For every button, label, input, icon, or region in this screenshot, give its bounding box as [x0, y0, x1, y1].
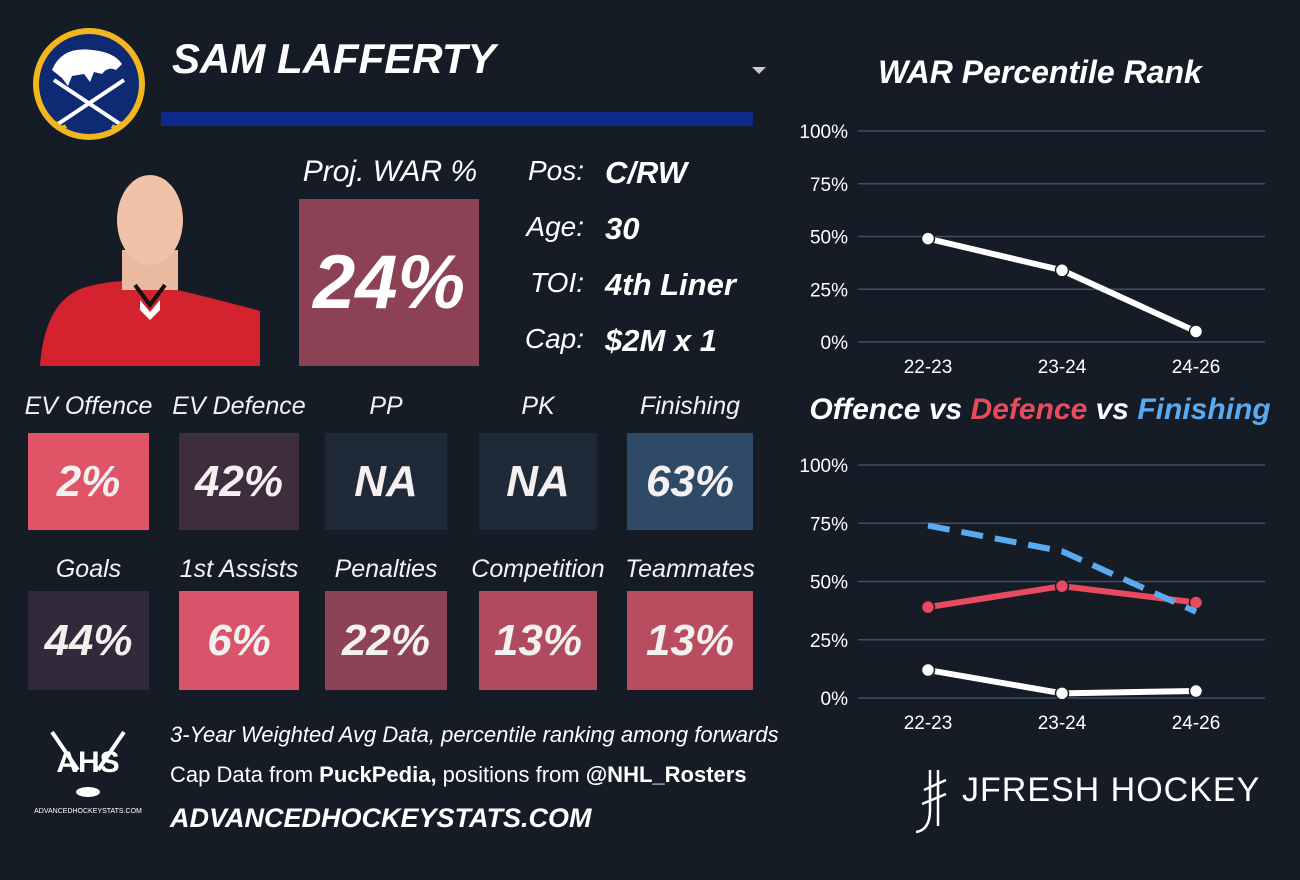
tile-value: 2%: [28, 433, 149, 530]
tile-label: Teammates: [625, 555, 755, 583]
footer-line1: 3-Year Weighted Avg Data, percentile ran…: [170, 722, 779, 747]
y-tick-label: 50%: [810, 228, 848, 249]
y-tick-label: 50%: [810, 573, 848, 594]
footer-link: @NHL_Rosters: [585, 762, 747, 787]
chart-title: WAR Percentile Rank: [878, 54, 1204, 90]
brand: JFRESH HOCKEY: [962, 771, 1260, 809]
info-value: C/RW: [605, 155, 688, 190]
info-label: Cap:: [524, 323, 584, 354]
point: [1054, 578, 1070, 594]
tile-value: 44%: [28, 591, 149, 690]
x-tick-label: 22-23: [904, 357, 953, 378]
tile-label: EV Offence: [24, 392, 153, 420]
y-tick-label: 25%: [810, 280, 848, 301]
tile-label: EV Defence: [172, 392, 306, 420]
info-label: Pos:: [527, 155, 584, 186]
footer-link: PuckPedia,: [319, 762, 437, 787]
y-tick-label: 100%: [799, 122, 848, 143]
x-tick-label: 23-24: [1038, 357, 1087, 378]
point: [1188, 324, 1204, 339]
tile-label: 1st Assists: [179, 555, 299, 583]
x-tick-label: 22-23: [904, 713, 953, 734]
point: [920, 599, 936, 615]
point: [1188, 683, 1204, 699]
tile-value: 22%: [325, 591, 447, 690]
tile-label: PK: [521, 392, 555, 420]
footer-text: positions from: [436, 762, 586, 787]
proj-war-value: 24%: [299, 199, 479, 366]
legend-separator: vs: [1087, 393, 1137, 426]
point: [920, 231, 936, 246]
tile-value: 6%: [179, 591, 299, 690]
legend: Offence vs Defence vs Finishing: [809, 393, 1270, 426]
tile-value: 13%: [627, 591, 753, 690]
point: [920, 662, 936, 678]
tile-label: Competition: [471, 555, 605, 583]
tile-value: 42%: [179, 433, 299, 530]
tile-label: Goals: [55, 555, 122, 583]
info-label: TOI:: [530, 267, 584, 298]
ahs-logo-sub: ADVANCEDHOCKEYSTATS.COM: [34, 808, 142, 815]
x-tick-label: 23-24: [1038, 713, 1087, 734]
tile-label: Penalties: [334, 555, 438, 583]
legend-entry: Finishing: [1137, 393, 1270, 426]
line-series: [927, 522, 1198, 615]
footer-site: ADVANCEDHOCKEYSTATS.COM: [170, 803, 592, 833]
y-tick-label: 0%: [821, 689, 849, 710]
ahs-logo-text: AHS: [56, 746, 119, 779]
info-value: 30: [605, 211, 640, 246]
info-value: $2M x 1: [605, 323, 718, 358]
y-tick-label: 25%: [810, 631, 848, 652]
y-tick-label: 100%: [799, 456, 848, 477]
jfresh-logo: [915, 770, 947, 834]
line-series: [927, 235, 1198, 335]
name-underline: [161, 112, 753, 126]
tile-value: NA: [479, 433, 597, 530]
x-tick-label: 24-26: [1172, 713, 1221, 734]
footer-text: Cap Data from: [170, 762, 320, 787]
tile-value: 63%: [627, 433, 753, 530]
point: [1054, 686, 1070, 701]
player-name: SAM LAFFERTY: [172, 35, 500, 82]
info-value: 4th Liner: [605, 267, 736, 302]
ahs-logo: AHS ADVANCEDHOCKEYSTATS.COM: [34, 730, 142, 815]
y-tick-label: 75%: [810, 175, 848, 196]
info-label: Age:: [526, 211, 584, 242]
team-logo: [33, 28, 145, 140]
y-tick-label: 0%: [821, 333, 849, 354]
tile-value: NA: [325, 433, 447, 530]
legend-separator: vs: [921, 393, 971, 426]
tile-label: PP: [369, 392, 403, 420]
legend-entry: Offence: [809, 393, 920, 426]
tile-value: 13%: [479, 591, 597, 690]
proj-war-label: Proj. WAR %: [302, 155, 478, 188]
y-tick-label: 75%: [810, 514, 848, 535]
tile-label: Finishing: [639, 392, 741, 420]
x-tick-label: 24-26: [1172, 357, 1221, 378]
point: [1054, 263, 1070, 278]
legend-entry: Defence: [971, 393, 1088, 426]
dropdown-arrow[interactable]: [752, 67, 766, 74]
player-photo: [40, 175, 260, 366]
footer-line2: Cap Data from PuckPedia, positions from …: [170, 762, 747, 788]
